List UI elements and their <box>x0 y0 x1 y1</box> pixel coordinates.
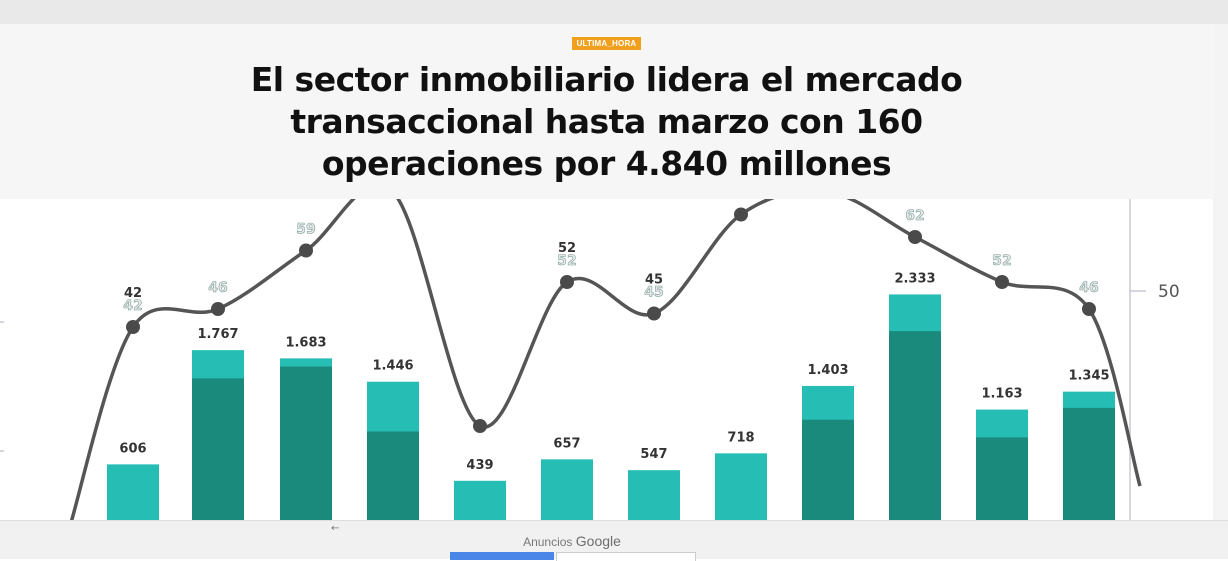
bar-segment-dark <box>802 419 854 524</box>
bar-value-label: 1.683 <box>285 335 326 350</box>
bar-value-label: 657 <box>553 436 580 451</box>
article-header: ULTIMA_HORA El sector inmobiliario lider… <box>0 24 1213 199</box>
ad-button-secondary[interactable] <box>556 552 696 561</box>
line-value-label: 45 <box>644 285 663 301</box>
bar-value-label: 606 <box>119 441 146 456</box>
scroll-gutter <box>1213 24 1228 524</box>
bar-segment-dark <box>976 437 1028 524</box>
article-image: 15010050 6061.7671.6831.4464396575477181… <box>0 196 1213 524</box>
line-value-label: 42 <box>123 298 142 314</box>
bar-value-label: 718 <box>727 430 754 445</box>
line-point <box>299 243 313 258</box>
ads-label: Anuncios Google <box>0 533 1144 549</box>
bar-segment-dark <box>192 378 244 524</box>
bar-value-label: 1.767 <box>197 327 238 342</box>
line-value-label: 46 <box>208 280 227 296</box>
bar-segment-dark <box>1063 407 1115 524</box>
line-point <box>473 419 487 433</box>
bar-total <box>454 480 506 524</box>
bar-value-label: 439 <box>466 458 493 473</box>
line-point <box>126 320 140 334</box>
line-point <box>995 275 1009 289</box>
line-value-label: 52 <box>557 253 576 269</box>
line-point <box>1082 302 1096 316</box>
ads-text: Anuncios <box>523 535 573 549</box>
bar-value-label: 547 <box>640 447 667 462</box>
line-top-label: 52 <box>558 241 576 256</box>
ads-brand: Google <box>575 533 621 549</box>
line-top-label: 42 <box>124 286 142 301</box>
ad-button-primary[interactable] <box>450 552 554 560</box>
bar-total <box>107 464 159 524</box>
bar-value-label: 1.163 <box>981 387 1022 402</box>
ads-bar: ← Anuncios Google <box>0 520 1228 561</box>
chart-svg: 15010050 6061.7671.6831.4464396575477181… <box>0 196 1180 524</box>
bar-value-label: 1.446 <box>372 359 413 374</box>
bar-value-label: 1.403 <box>807 363 848 378</box>
line-top-label: 45 <box>645 273 663 288</box>
line-value-label: 59 <box>296 222 315 238</box>
bar-value-label: 1.345 <box>1068 369 1109 384</box>
line-value-label: 52 <box>992 253 1011 269</box>
bar-value-label: 2.333 <box>894 271 935 286</box>
bar-total <box>715 453 767 524</box>
bar-total <box>541 459 593 524</box>
browser-top-bar <box>0 0 1228 25</box>
line-point <box>908 230 922 244</box>
breaking-news-badge[interactable]: ULTIMA_HORA <box>571 37 642 50</box>
bar-segment-dark <box>280 366 332 524</box>
line-value-label: 62 <box>905 208 924 224</box>
line-point <box>560 275 574 289</box>
line-point <box>647 306 661 321</box>
line-point <box>734 207 748 222</box>
article-headline: El sector inmobiliario lidera el mercado… <box>250 60 963 183</box>
line-point <box>211 302 225 316</box>
right-axis-tick-label: 50 <box>1158 282 1180 302</box>
bar-segment-dark <box>367 431 419 524</box>
line-value-label: 46 <box>1079 280 1098 296</box>
back-arrow-icon[interactable]: ← <box>331 523 340 534</box>
bar-segment-dark <box>889 331 941 524</box>
bar-total <box>628 470 680 524</box>
